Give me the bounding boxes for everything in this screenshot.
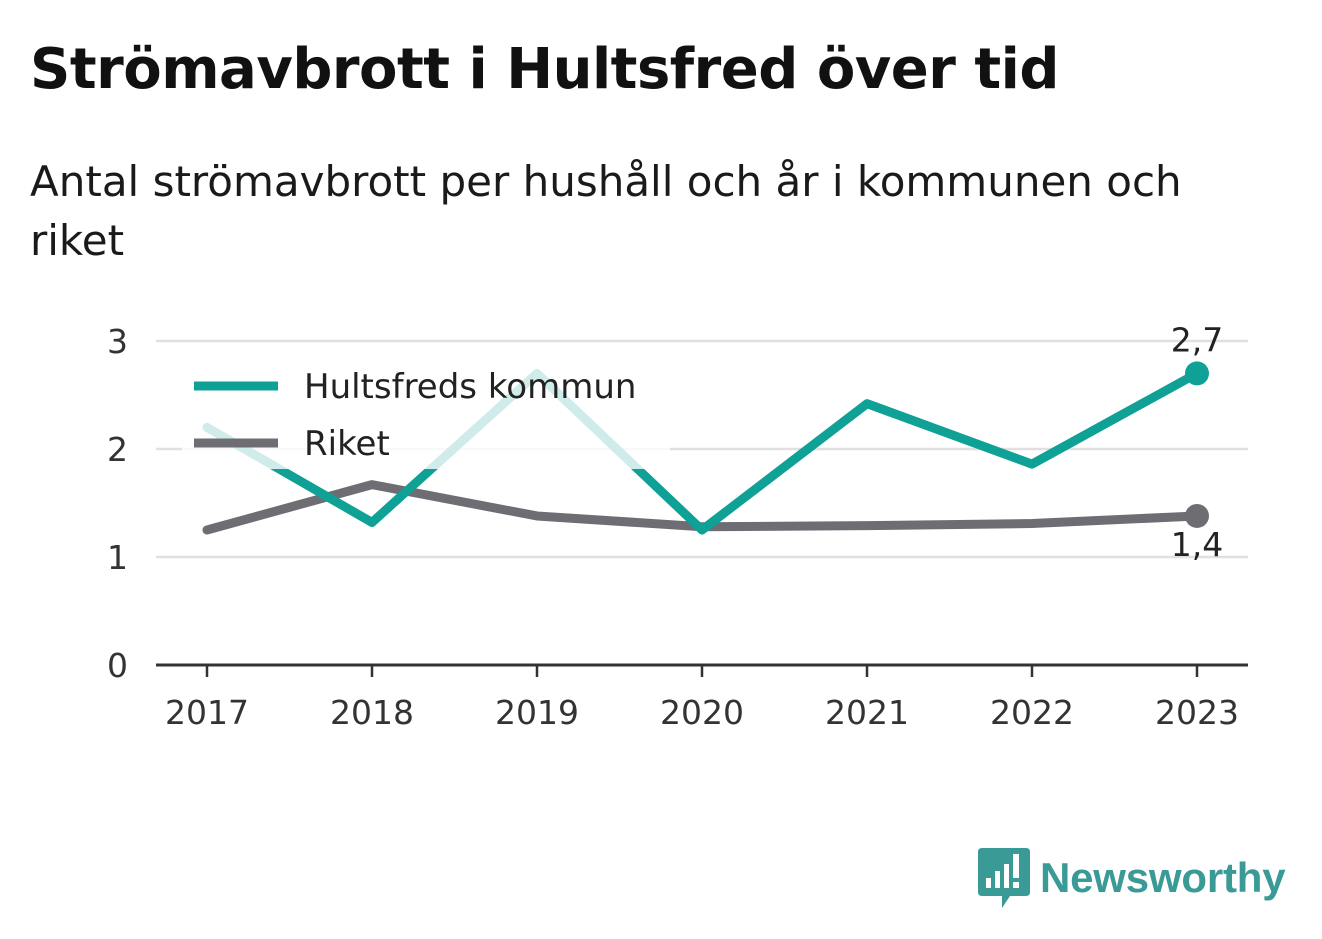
- x-tick-label: 2020: [660, 693, 744, 732]
- series-lines: [202, 368, 1202, 535]
- x-tick-label: 2018: [330, 693, 414, 732]
- y-axis-tick-labels: 0 1 2 3: [107, 322, 128, 685]
- legend-label-kommun: Hultsfreds kommun: [304, 367, 636, 407]
- y-tick-label: 2: [107, 430, 128, 469]
- end-value-label-kommun: 2,7: [1171, 320, 1223, 359]
- chart-subtitle: Antal strömavbrott per hushåll och år i …: [30, 157, 1182, 265]
- y-tick-label: 0: [107, 646, 128, 685]
- newsworthy-brand: Newsworthy: [978, 848, 1286, 908]
- x-tick-label: 2017: [165, 693, 249, 732]
- end-markers: 2,7 1,4: [1171, 320, 1223, 564]
- x-tick-label: 2022: [990, 693, 1074, 732]
- series-line-kommun: [202, 368, 1202, 535]
- newsworthy-logo-icon: [978, 848, 1030, 908]
- end-value-label-riket: 1,4: [1171, 525, 1223, 564]
- legend: Hultsfreds kommun Riket: [194, 367, 636, 464]
- x-tick-label: 2021: [825, 693, 909, 732]
- end-marker-riket: [1185, 503, 1209, 528]
- y-tick-label: 1: [107, 538, 128, 577]
- x-tick-label: 2019: [495, 693, 579, 732]
- legend-label-riket: Riket: [304, 424, 390, 464]
- x-axis: 2017 2018 2019 2020 2021 2022 2023: [165, 665, 1239, 732]
- y-tick-label: 3: [107, 322, 128, 361]
- chart-title: Strömavbrott i Hultsfred över tid: [30, 37, 1059, 102]
- brand-name: Newsworthy: [1040, 854, 1286, 901]
- series-line-riket: [202, 480, 1202, 535]
- legend-backdrop: [182, 357, 670, 469]
- end-marker-kommun: [1185, 361, 1209, 386]
- x-tick-label: 2023: [1155, 693, 1239, 732]
